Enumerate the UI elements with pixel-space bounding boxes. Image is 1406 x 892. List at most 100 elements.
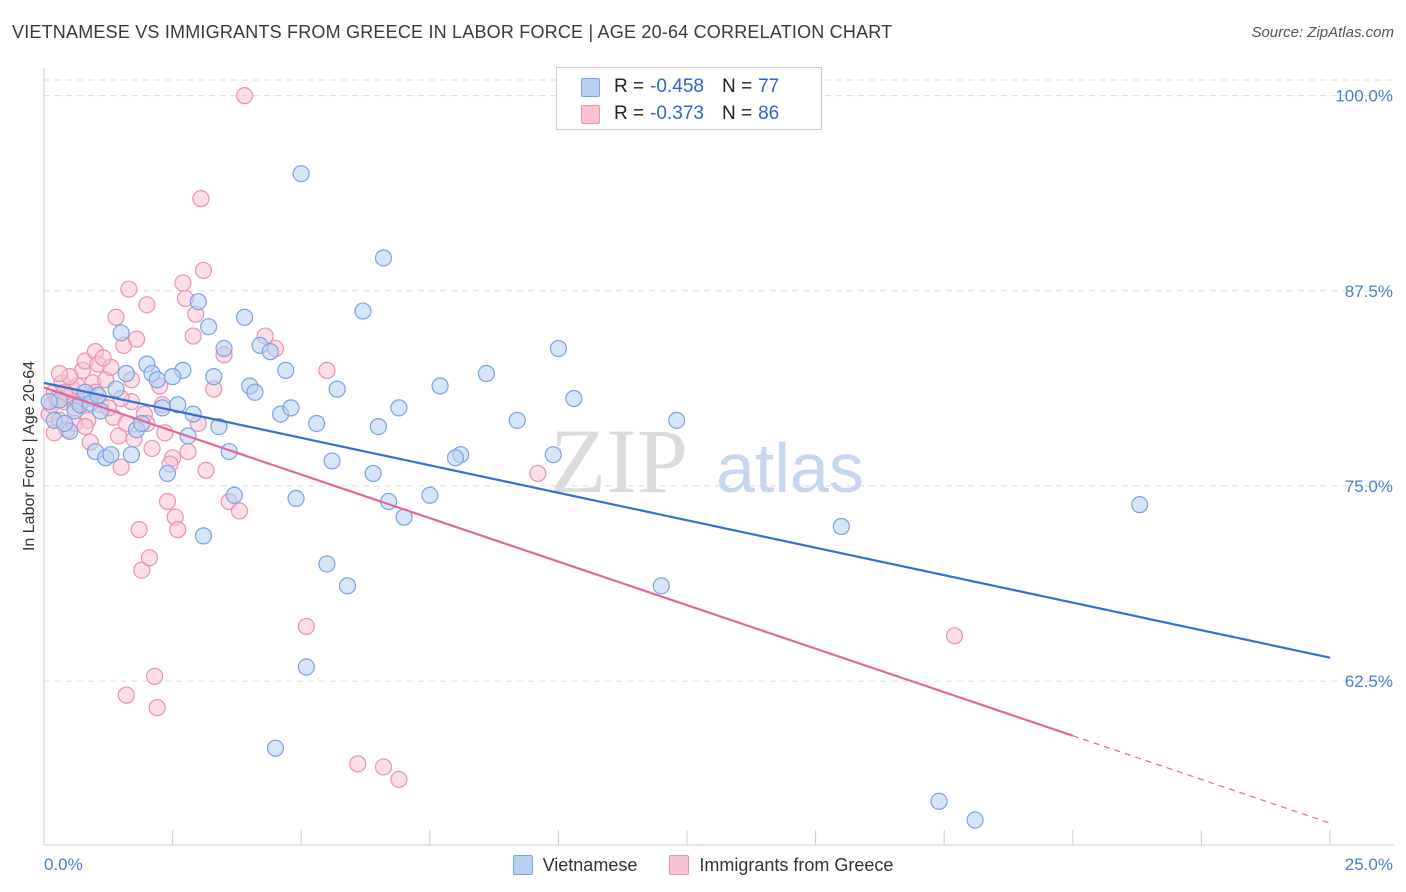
point-greece [945,627,964,645]
point-vietnamese [282,399,300,417]
point-greece [140,549,159,567]
point-vietnamese [966,811,984,829]
point-greece [127,330,146,348]
point-vietnamese [215,339,233,358]
point-vietnamese [169,396,187,414]
point-vietnamese [297,658,315,676]
x-tick-label: 0.0% [44,855,83,874]
point-greece [107,308,125,326]
point-greece [179,442,197,461]
point-vietnamese [338,577,357,595]
point-greece [192,190,210,208]
point-greece [117,686,135,704]
y-tick-label: 62.5% [1345,672,1393,691]
point-greece [529,464,547,483]
trendline-greece [43,386,1074,737]
r-value: -0.458 [650,76,704,97]
point-vietnamese [374,249,393,267]
points-vietnamese [40,165,1149,829]
point-greece [112,458,130,476]
point-vietnamese [205,368,223,386]
point-greece [297,617,315,636]
point-greece [143,439,161,458]
watermark-atlas: atlas [716,429,864,507]
legend-label: Vietnamese [542,854,638,875]
trend-layer [43,381,1331,824]
point-vietnamese [55,414,74,433]
point-greece [148,699,166,717]
y-tick-label: 87.5% [1345,282,1393,301]
point-vietnamese [236,308,254,326]
point-vietnamese [832,517,850,536]
chart-title: VIETNAMESE VS IMMIGRANTS FROM GREECE IN … [12,22,893,42]
point-vietnamese [122,446,141,464]
point-vietnamese [328,380,346,398]
point-vietnamese [421,486,439,504]
point-vietnamese [102,446,120,464]
point-vietnamese [431,377,449,395]
point-vietnamese [318,555,336,573]
point-greece [76,417,94,436]
legend-item-greece[interactable]: Immigrants from Greece [669,855,893,876]
trendline-vietnamese [43,381,1331,659]
point-vietnamese [652,577,670,595]
bottom-legend: Vietnamese Immigrants from Greece [0,851,1406,879]
point-vietnamese [668,411,686,429]
n-label: N = [721,76,753,97]
point-vietnamese [148,371,166,389]
point-vietnamese [266,739,285,757]
r-value: -0.373 [650,103,704,124]
point-vietnamese [369,417,387,436]
point-greece [197,461,215,479]
point-vietnamese [364,464,382,483]
point-greece [174,274,192,292]
greece-swatch [581,104,600,124]
point-greece [50,364,69,383]
greece-swatch [669,855,690,875]
point-vietnamese [189,293,207,311]
point-vietnamese [287,489,305,508]
point-vietnamese [549,339,568,358]
y-tick-label: 100.0% [1335,87,1393,106]
point-vietnamese [112,324,130,342]
vietnamese-swatch [512,855,533,875]
point-greece [158,492,177,511]
point-greece [390,770,408,789]
point-vietnamese [117,364,135,383]
y-tick-label: 75.0% [1345,477,1393,496]
point-vietnamese [107,380,125,398]
point-vietnamese [565,389,583,408]
legend-item-vietnamese[interactable]: Vietnamese [512,854,638,876]
point-greece [169,521,187,539]
point-greece [184,327,202,345]
legend-label: Immigrants from Greece [699,854,894,875]
point-vietnamese [544,446,562,464]
point-vietnamese [225,486,243,504]
point-greece [236,87,254,105]
point-vietnamese [292,165,310,183]
axis-layer [43,68,1394,846]
point-greece [130,521,148,539]
vietnamese-swatch [581,77,600,97]
trendline-greece-extension [1072,735,1331,824]
r-label: R = [614,76,645,97]
point-greece [138,296,156,314]
point-vietnamese [277,361,295,379]
point-vietnamese [220,442,238,461]
watermark-zip: ZIP [550,410,688,512]
y-axis-label: In Labor Force | Age 20-64 [21,360,38,552]
point-vietnamese [194,527,213,545]
point-greece [94,349,112,367]
n-label: N = [721,103,753,124]
point-greece [349,755,367,773]
point-vietnamese [164,368,182,386]
x-tick-label: 25.0% [1345,855,1393,874]
source-note: Source: ZipAtlas.com [1251,24,1394,41]
n-value: 86 [758,103,780,124]
point-vietnamese [390,399,408,417]
point-vietnamese [354,302,372,320]
stats-row-vietnamese: R = -0.458 N = 77 [581,74,779,100]
point-vietnamese [200,318,218,336]
point-vietnamese [40,393,58,411]
